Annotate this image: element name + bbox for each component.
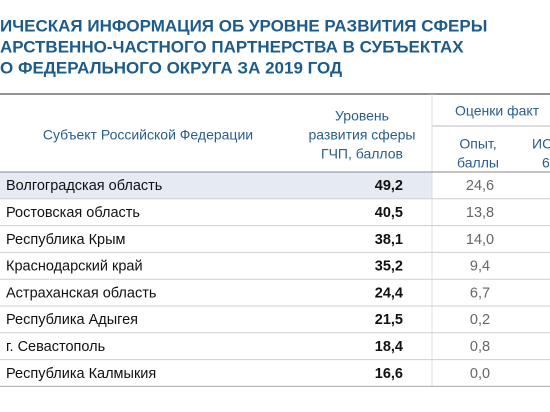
level-cell: 40,5 [375,205,403,221]
column-header: ИС [532,136,550,152]
subject-cell: г. Севастополь [6,339,105,355]
column-header: Субъект Российской Федерации [43,127,253,143]
row-highlight [0,172,432,199]
experience-cell: 6,7 [470,285,490,301]
title-line: ИЧЕСКАЯ ИНФОРМАЦИЯ ОБ УРОВНЕ РАЗВИТИЯ СФ… [0,16,487,35]
level-cell: 35,2 [375,259,403,275]
experience-cell: 0,8 [470,339,490,355]
column-header: развития сферы [309,127,416,143]
level-cell: 18,4 [375,339,403,355]
experience-cell: 14,0 [466,232,494,248]
subject-cell: Краснодарский край [6,259,143,275]
group-header: Оценки факт [455,103,540,119]
subject-cell: Волгоградская область [6,178,162,194]
experience-cell: 24,6 [466,178,494,194]
subject-cell: Астраханская область [6,285,156,301]
experience-cell: 9,4 [470,259,490,275]
title-line: АРСТВЕННО-ЧАСТНОГО ПАРТНЕРСТВА В СУБЪЕКТ… [0,37,464,56]
level-cell: 21,5 [375,312,403,328]
column-header: ГЧП, баллов [321,146,403,162]
column-header: Опыт, [459,136,496,152]
title-line: О ФЕДЕРАЛЬНОГО ОКРУГА ЗА 2019 ГОД [0,58,342,77]
experience-cell: 0,0 [470,366,490,382]
level-cell: 16,6 [375,366,403,382]
experience-cell: 0,2 [470,312,490,328]
level-cell: 38,1 [375,232,403,248]
column-header: 6 [542,155,550,171]
subject-cell: Республика Адыгея [6,312,138,328]
level-cell: 49,2 [375,178,403,194]
subject-cell: Ростовская область [6,205,140,221]
subject-cell: Республика Крым [6,232,125,248]
column-header: Уровень [335,108,389,124]
level-cell: 24,4 [375,285,403,301]
experience-cell: 13,8 [466,205,494,221]
subject-cell: Республика Калмыкия [6,366,156,382]
column-header: баллы [457,155,499,171]
